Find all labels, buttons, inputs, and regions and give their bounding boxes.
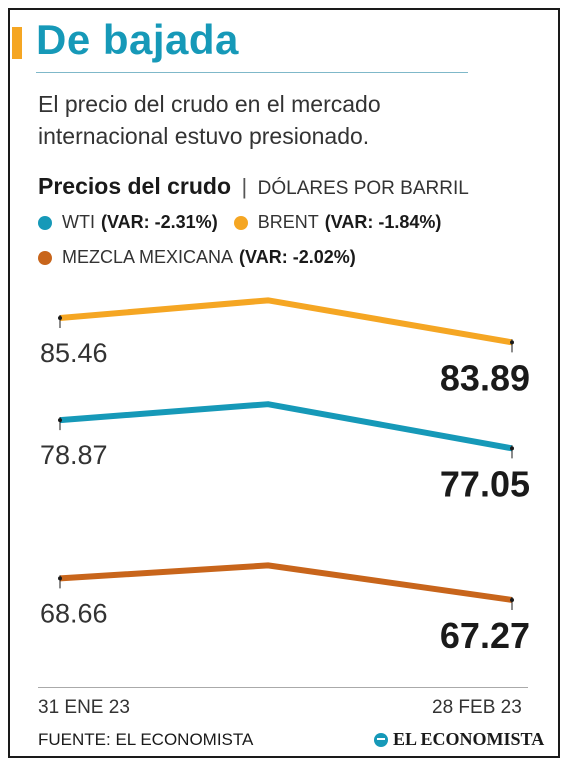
legend-variation-wti: (VAR: -2.31%)	[101, 212, 218, 232]
end-value-label-mezcla-mexicana: 67.27	[440, 615, 530, 656]
legend-item-wti: WTI (VAR: -2.31%)	[38, 212, 218, 233]
title-accent-bar	[12, 27, 22, 59]
legend-item-brent: BRENT (VAR: -1.84%)	[233, 212, 442, 233]
chart-title: Precios del crudo	[38, 173, 232, 199]
start-value-label-brent: 85.46	[40, 338, 108, 368]
legend-variation-mezcla: (VAR: -2.02%)	[239, 247, 356, 267]
subtitle: El precio del crudo en el mercado intern…	[38, 91, 381, 149]
legend-row-2: MEZCLA MEXICANA (VAR: -2.02%)	[38, 247, 372, 268]
data-point-brent	[510, 340, 514, 345]
brand-name: EL ECONOMISTA	[393, 729, 545, 749]
legend-variation-brent: (VAR: -1.84%)	[324, 212, 442, 232]
legend-dot-icon	[38, 215, 52, 230]
x-axis-end-date: 28 FEB 23	[432, 697, 522, 718]
legend-row-1: WTI (VAR: -2.31%) BRENT (VAR: -1.84%)	[38, 212, 457, 233]
data-point-wti	[58, 418, 62, 423]
source-note: FUENTE: EL ECONOMISTA	[38, 730, 254, 749]
data-point-wti	[510, 446, 514, 451]
globe-icon	[374, 732, 388, 747]
legend-label-wti: WTI	[62, 212, 95, 232]
brand-logo: EL ECONOMISTA	[374, 729, 544, 750]
legend-item-mezcla: MEZCLA MEXICANA (VAR: -2.02%)	[38, 247, 356, 268]
data-point-mezcla-mexicana	[58, 576, 62, 581]
chart-unit-label: DÓLARES POR BARRIL	[257, 178, 469, 199]
start-value-label-wti: 78.87	[40, 440, 108, 470]
legend-label-mezcla: MEZCLA MEXICANA	[62, 247, 234, 267]
chart-heading-separator: |	[241, 174, 248, 199]
start-value-label-mezcla-mexicana: 68.66	[40, 598, 108, 628]
legend-label-brent: BRENT	[257, 212, 319, 232]
data-point-brent	[58, 316, 62, 320]
series-line-wti	[59, 401, 513, 452]
series-line-brent	[59, 297, 513, 346]
title-divider	[36, 72, 468, 73]
legend-dot-icon	[38, 250, 52, 265]
end-value-label-wti: 77.05	[440, 463, 530, 504]
x-axis-start-date: 31 ENE 23	[38, 697, 130, 718]
footer-divider	[38, 687, 528, 688]
chart-heading: Precios del crudo | DÓLARES POR BARRIL	[38, 173, 469, 200]
page-title: De bajada	[36, 16, 239, 63]
series-line-mezcla-mexicana	[59, 562, 513, 603]
data-point-mezcla-mexicana	[510, 597, 514, 602]
infographic-frame	[8, 8, 560, 758]
end-value-label-brent: 83.89	[440, 357, 530, 398]
legend-dot-icon	[233, 215, 248, 230]
